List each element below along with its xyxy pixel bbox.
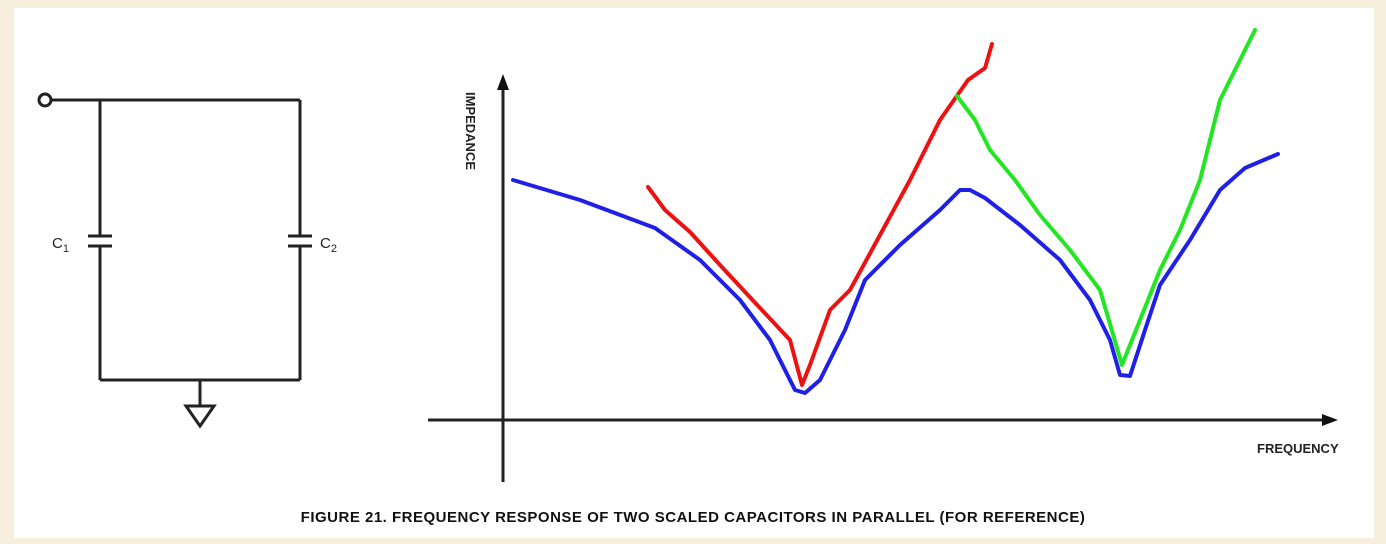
- ground: [183, 404, 217, 429]
- c1-label: C1: [52, 235, 69, 255]
- terminal: [37, 92, 53, 108]
- capacitor-plates: [88, 234, 312, 248]
- c2-subscript: 2: [331, 243, 337, 255]
- c1-impedance-curve: [646, 42, 994, 387]
- caption: FIGURE 21. FREQUENCY RESPONSE OF TWO SCA…: [301, 509, 1086, 526]
- c2-letter: C: [320, 235, 331, 252]
- axes: [428, 86, 1325, 482]
- c1-subscript: 1: [63, 243, 69, 255]
- c2-label: C2: [320, 235, 337, 255]
- c2-impedance-curve: [955, 28, 1257, 367]
- wires: [51, 98, 302, 405]
- plot: IMPEDANCE FREQUENCY: [428, 28, 1339, 482]
- y-axis-label: IMPEDANCE: [463, 92, 478, 170]
- figure-panel: [14, 8, 1374, 538]
- x-axis-label: FREQUENCY: [1257, 441, 1339, 456]
- combined-impedance-curve: [511, 152, 1280, 395]
- circuit: C1 C2: [37, 92, 337, 429]
- c1-letter: C: [52, 235, 63, 252]
